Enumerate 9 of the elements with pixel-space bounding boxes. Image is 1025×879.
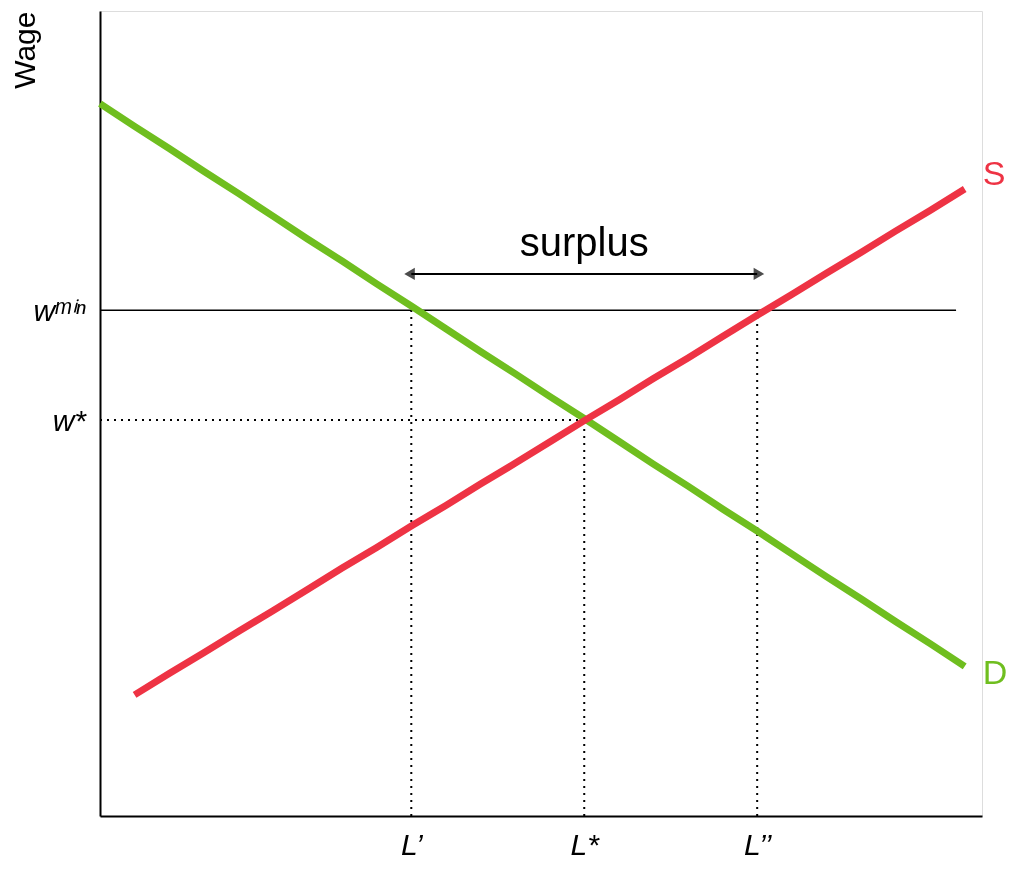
series-label: S xyxy=(982,154,1006,193)
x-tick-label: L’ xyxy=(400,827,424,861)
annotation: surplus xyxy=(519,219,649,264)
ref-line-label: wᵐⁱⁿ xyxy=(33,294,87,328)
y-axis-title: Wage xyxy=(7,11,41,89)
ref-line-label: w* xyxy=(52,403,88,437)
x-tick-label: L’’ xyxy=(744,827,773,861)
series-label: D xyxy=(982,653,1008,692)
x-tick-label: L* xyxy=(570,827,601,861)
